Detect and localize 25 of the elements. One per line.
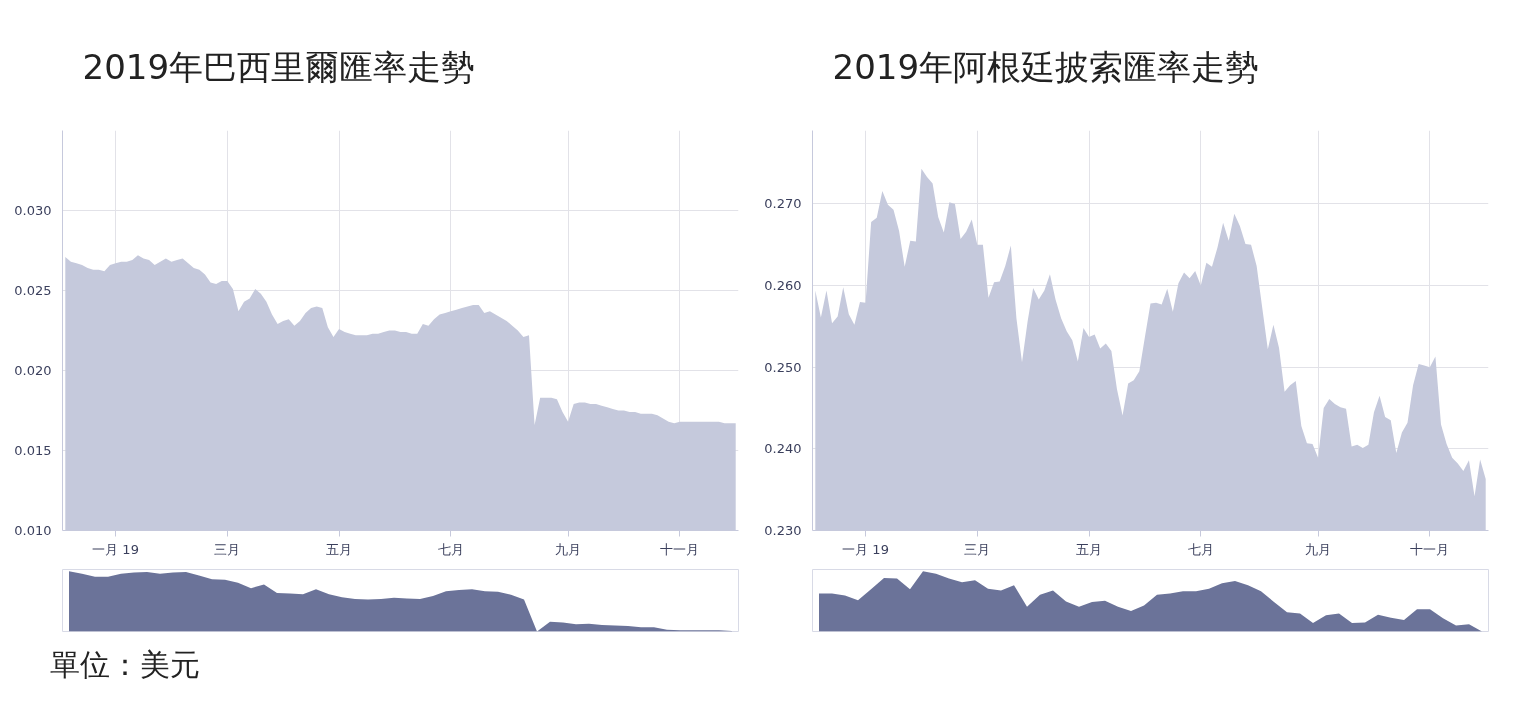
- x-tick-label: 九月: [1305, 541, 1332, 557]
- y-tick-label: 0.015: [14, 443, 52, 458]
- x-tick-label: 一月 19: [842, 541, 889, 557]
- y-tick-label: 0.010: [14, 523, 52, 538]
- y-tick-label: 0.020: [14, 363, 52, 378]
- x-tick-label: 一月 19: [92, 541, 139, 557]
- y-tick-label: 0.025: [14, 283, 52, 298]
- x-tick-label: 九月: [555, 541, 582, 557]
- y-tick-label: 0.230: [764, 523, 802, 538]
- x-tick-label: 三月: [214, 541, 241, 557]
- y-tick-label: 0.240: [764, 441, 802, 457]
- chart-title: 2019年阿根廷披索匯率走勢: [832, 46, 1260, 87]
- x-tick-label: 七月: [437, 541, 464, 557]
- x-tick-label: 五月: [1076, 541, 1103, 557]
- x-tick-label: 十一月: [660, 541, 700, 557]
- text: 單位：美元: [50, 646, 200, 684]
- y-tick-label: 0.030: [14, 203, 52, 218]
- chart-title: 2019年巴西里爾匯率走勢: [82, 46, 476, 87]
- y-tick-label: 0.260: [764, 278, 802, 294]
- x-tick-label: 三月: [964, 541, 991, 557]
- y-tick-label: 0.250: [764, 359, 802, 375]
- y-tick-label: 0.270: [764, 196, 802, 212]
- x-tick-label: 七月: [1187, 541, 1214, 557]
- x-tick-label: 五月: [326, 541, 353, 557]
- x-tick-label: 十一月: [1410, 541, 1450, 557]
